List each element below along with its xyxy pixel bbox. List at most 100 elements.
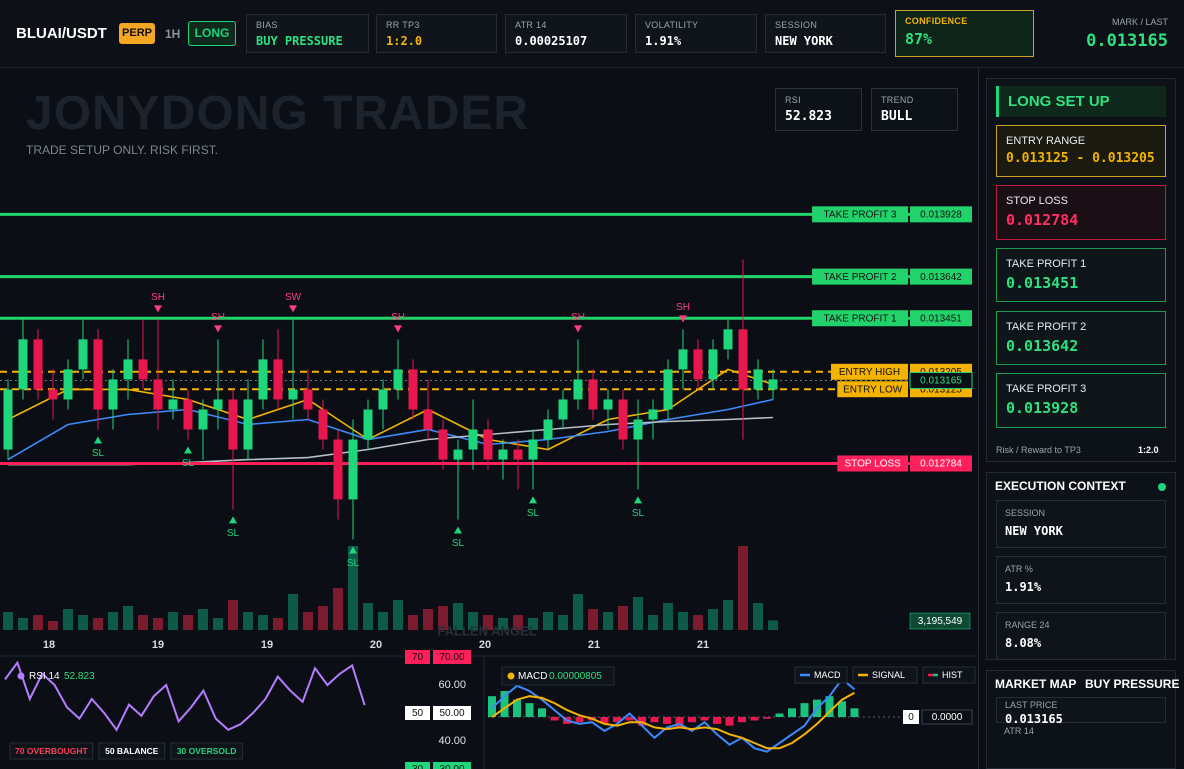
macd-hist-bar <box>750 717 759 721</box>
x-tick-label: 21 <box>697 639 709 651</box>
volume-bar <box>258 615 268 630</box>
stat-label: BIAS <box>256 20 278 30</box>
badge-label: RSI <box>785 95 801 105</box>
swing-arrow <box>394 325 402 333</box>
stat-label: VOLATILITY <box>645 20 699 30</box>
card-label: STOP LOSS <box>1006 195 1068 207</box>
stat: SESSION NEW YORK <box>765 14 886 53</box>
side-badge: LONG <box>188 21 236 46</box>
rsi-tick-label: 40.00 <box>438 735 466 747</box>
level-label-bg <box>812 206 908 223</box>
status-dot <box>1158 483 1166 491</box>
macd-hist-bar <box>550 717 559 721</box>
macd-line <box>491 691 855 750</box>
rsi-title: RSI 14 <box>29 671 60 682</box>
trend-badge: TREND BULL <box>871 88 958 131</box>
volume-bar <box>408 615 418 630</box>
volume-bar <box>93 618 103 630</box>
level-value-bg <box>910 206 972 223</box>
top-bar: BLUAI/USDT PERP 1H LONG BIAS BUY PRESSURE… <box>0 0 1184 68</box>
setup-card: TAKE PROFIT 1 0.013451 <box>996 248 1166 302</box>
x-tick-label: 18 <box>43 639 55 651</box>
candle-body <box>483 429 493 460</box>
macd-zero-badge: 0 <box>908 712 914 723</box>
card-label: TAKE PROFIT 3 <box>1006 383 1087 395</box>
level-label-bg <box>837 455 908 472</box>
volume-bar <box>723 600 733 630</box>
stat: VOLATILITY 1.91% <box>635 14 757 53</box>
candle-body <box>498 449 508 460</box>
macd-hist-bar <box>538 708 546 717</box>
volume-bar <box>528 618 538 630</box>
candle-body <box>408 369 418 410</box>
confidence-value: 87% <box>905 30 933 48</box>
macd-value: 0.00000805 <box>549 671 602 682</box>
candle-body <box>3 389 13 450</box>
rsi-level-label-bg <box>433 762 471 769</box>
macd-hist-bar <box>713 717 721 724</box>
market-label: ATR 14 <box>1004 726 1034 736</box>
candle-body <box>558 399 568 420</box>
candle-body <box>273 359 283 400</box>
card-value: 0.013928 <box>1006 399 1079 417</box>
volume-bar <box>123 606 133 630</box>
macd-legend-bg <box>794 666 848 684</box>
setup-card: TAKE PROFIT 3 0.013928 <box>996 373 1166 428</box>
candle-body <box>123 359 133 380</box>
stat: RR TP3 1:2.0 <box>376 14 497 53</box>
candle-body <box>138 359 148 380</box>
timeframe: 1H <box>165 27 181 41</box>
candle-body <box>648 409 658 420</box>
candle-body <box>543 419 553 440</box>
mark-value: 0.013165 <box>1086 31 1168 51</box>
card-value: 0.012784 <box>1006 211 1079 229</box>
candle-body <box>183 399 193 430</box>
level-value-bg <box>910 455 972 472</box>
market-card: LAST PRICE 0.013165 <box>996 697 1166 726</box>
volume-bar <box>153 618 163 630</box>
swing-label: SH <box>676 302 690 313</box>
execution-title: EXECUTION CONTEXT <box>995 479 1126 493</box>
swing-arrow <box>184 446 192 454</box>
context-label: ATR % <box>1005 564 1033 574</box>
candle-body <box>288 389 298 400</box>
volume-bar <box>183 615 193 630</box>
candle-body <box>63 369 73 400</box>
rsi-legend-bg <box>9 742 94 760</box>
level-value-bg <box>910 310 972 327</box>
level-label-bg <box>812 310 908 327</box>
context-card: ATR % 1.91% <box>996 556 1166 604</box>
volume-bar <box>753 603 763 630</box>
footer-label: FALLEN ANGEL <box>437 623 536 638</box>
volume-bar <box>273 618 283 630</box>
volume-bar <box>48 621 58 630</box>
macd-legend: HIST <box>942 670 963 680</box>
candle-body <box>633 419 643 440</box>
candle-body <box>708 349 718 380</box>
last-price-bg <box>909 372 973 390</box>
card-label: TAKE PROFIT 1 <box>1006 258 1087 270</box>
market-label: LAST PRICE <box>1005 700 1058 710</box>
volume-bar <box>678 612 688 630</box>
swing-label: SL <box>182 458 195 469</box>
candle-body <box>93 339 103 410</box>
candle-body <box>258 359 268 400</box>
badge-value: BULL <box>881 109 913 124</box>
x-tick-label: 19 <box>152 639 164 651</box>
candle-body <box>513 449 523 460</box>
level-label-bg <box>831 363 908 380</box>
volume-bar <box>393 600 403 630</box>
macd-hist-bar <box>575 717 584 723</box>
volume-bar <box>453 603 463 630</box>
volume-bar <box>303 612 313 630</box>
macd-legend-bg <box>852 666 918 684</box>
stat-value: 1:2.0 <box>386 34 423 48</box>
candle-body <box>198 409 208 430</box>
rr-label: Risk / Reward to TP3 <box>996 445 1081 455</box>
context-label: SESSION <box>1005 508 1046 518</box>
candle-body <box>768 379 778 390</box>
x-tick-label: 21 <box>588 639 600 651</box>
stat-label: RR TP3 <box>386 20 420 30</box>
setup-title: LONG SET UP <box>996 86 1166 117</box>
stat-value: 1.91% <box>645 34 682 48</box>
